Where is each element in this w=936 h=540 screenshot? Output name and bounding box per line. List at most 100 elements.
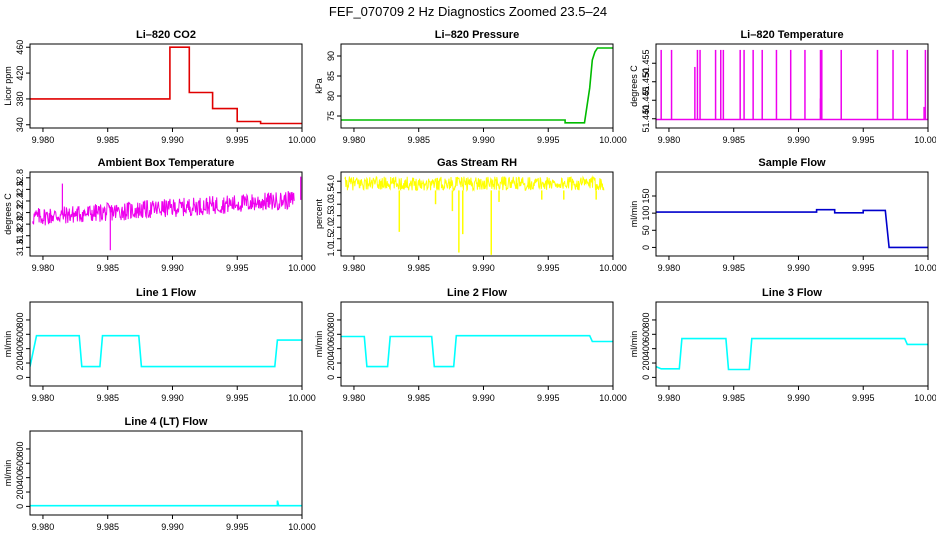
x-tick-label: 9.980: [343, 393, 366, 403]
series-line: [30, 334, 302, 368]
y-tick-label: 800: [641, 312, 651, 327]
x-tick-label: 9.990: [787, 393, 810, 403]
y-tick-label: 0: [15, 375, 25, 380]
x-tick-label: 9.980: [343, 263, 366, 273]
x-tick-label: 10.000: [599, 135, 627, 145]
y-tick-label: 1.5: [326, 232, 336, 245]
x-tick-label: 9.995: [226, 522, 249, 532]
y-axis-label: ml/min: [3, 460, 13, 487]
y-tick-label: 0: [326, 375, 336, 380]
x-tick-label: 9.985: [722, 263, 745, 273]
y-tick-label: 50: [641, 225, 651, 235]
panel-title: Line 1 Flow: [136, 287, 196, 299]
y-axis-label: ml/min: [629, 331, 639, 358]
x-tick-label: 9.990: [787, 263, 810, 273]
y-tick-label: 31.8: [15, 227, 25, 245]
x-tick-label: 9.990: [472, 135, 495, 145]
y-tick-label: 150: [641, 188, 651, 203]
y-axis-label: degrees C: [3, 193, 13, 235]
y-tick-label: 600: [641, 327, 651, 342]
y-tick-label: 90: [326, 51, 336, 61]
y-tick-label: 3.0: [326, 198, 336, 211]
data-group: [30, 500, 302, 507]
panel-title: Ambient Box Temperature: [98, 157, 235, 169]
plot-frame: [340, 43, 614, 129]
y-axis-label: ml/min: [314, 331, 324, 358]
y-tick-label: 51.440: [641, 105, 651, 133]
y-tick-label: 200: [641, 356, 651, 371]
y-tick-label: 460: [15, 40, 25, 55]
x-tick-label: 9.980: [32, 135, 55, 145]
x-tick-label: 10.000: [288, 522, 316, 532]
x-tick-label: 10.000: [288, 135, 316, 145]
panel-title: Sample Flow: [758, 157, 826, 169]
chart-panel-10: Line 4 (LT) Flow 9.980 9.985 9.990 9.995 10.0…: [3, 416, 316, 532]
series-line: [341, 47, 613, 124]
x-tick-label: 9.995: [537, 135, 560, 145]
y-tick-label: 75: [326, 111, 336, 121]
y-tick-label: 800: [326, 312, 336, 327]
y-tick-label: 400: [15, 341, 25, 356]
data-group: [344, 175, 605, 255]
y-tick-label: 32.8: [15, 169, 25, 187]
y-tick-label: 85: [326, 71, 336, 81]
x-tick-label: 9.990: [161, 135, 184, 145]
plot-frame: [29, 171, 303, 257]
plot-frame: [29, 430, 303, 516]
y-tick-label: 340: [15, 117, 25, 132]
y-axis-label: ml/min: [629, 201, 639, 228]
plot-frame: [29, 43, 303, 129]
panel-grid: Li–820 CO2 9.980 9.985 9.990 9.995 10.000 340 3…: [3, 29, 936, 532]
x-tick-label: 9.980: [32, 393, 55, 403]
x-tick-label: 9.995: [852, 135, 875, 145]
x-tick-label: 9.985: [96, 393, 119, 403]
y-tick-label: 1.0: [326, 244, 336, 257]
y-tick-label: 2.0: [326, 221, 336, 234]
panel-title: Line 2 Flow: [447, 287, 507, 299]
y-tick-label: 32.4: [15, 192, 25, 210]
y-tick-label: 600: [326, 327, 336, 342]
x-tick-label: 9.990: [787, 135, 810, 145]
x-tick-label: 9.980: [658, 263, 681, 273]
y-tick-label: 600: [15, 456, 25, 471]
x-tick-label: 9.980: [32, 263, 55, 273]
y-tick-label: 3.5: [326, 186, 336, 199]
plot-frame: [29, 301, 303, 387]
chart-panel-3: Li–820 Temperature 9.980 9.985 9.990 9.995 10…: [629, 29, 936, 145]
y-tick-label: 51.450: [641, 68, 651, 96]
plot-frame: [340, 171, 614, 257]
x-tick-label: 10.000: [288, 393, 316, 403]
x-tick-label: 9.990: [161, 522, 184, 532]
y-axis-label: ml/min: [3, 331, 13, 358]
y-tick-label: 51.455: [641, 49, 651, 77]
x-tick-label: 9.990: [472, 263, 495, 273]
chart-panel-1: Li–820 CO2 9.980 9.985 9.990 9.995 10.000 340 3…: [3, 29, 316, 145]
series-line: [341, 334, 613, 368]
x-tick-label: 9.985: [407, 393, 430, 403]
y-tick-label: 800: [15, 312, 25, 327]
x-tick-label: 9.980: [658, 135, 681, 145]
x-tick-label: 9.995: [537, 393, 560, 403]
y-tick-label: 0: [15, 504, 25, 509]
y-tick-label: 400: [15, 470, 25, 485]
y-tick-label: 31.6: [15, 239, 25, 257]
x-tick-label: 9.995: [226, 135, 249, 145]
data-group: [32, 176, 302, 251]
y-tick-label: 51.445: [641, 86, 651, 114]
x-tick-label: 10.000: [599, 393, 627, 403]
panel-title: Li–820 Temperature: [740, 29, 843, 41]
noisy-trace: [32, 191, 295, 226]
data-group: [656, 337, 928, 371]
y-tick-label: 32.6: [15, 181, 25, 199]
panel-title: Gas Stream RH: [437, 157, 517, 169]
plot-frame: [655, 43, 929, 129]
x-tick-label: 9.995: [226, 263, 249, 273]
data-group: [341, 334, 613, 368]
y-axis-label: Licor ppm: [3, 66, 13, 106]
chart-panel-2: Li–820 Pressure 9.980 9.985 9.990 9.995 10.00…: [314, 29, 627, 145]
panel-title: Line 4 (LT) Flow: [125, 416, 208, 428]
x-tick-label: 9.990: [472, 393, 495, 403]
y-tick-label: 200: [15, 356, 25, 371]
y-axis-label: degrees C: [629, 65, 639, 107]
